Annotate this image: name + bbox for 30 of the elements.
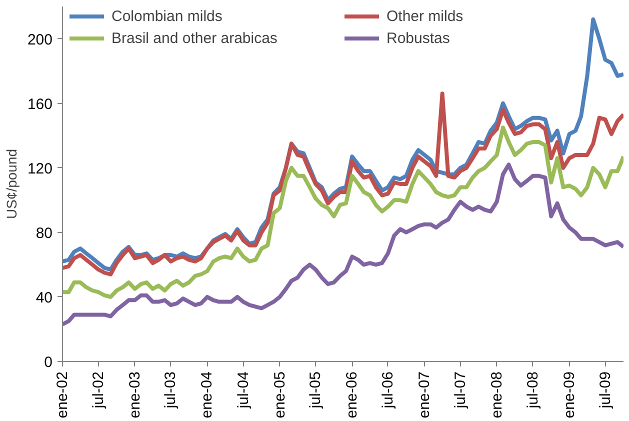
line-series bbox=[62, 92, 624, 276]
x-tick-label: jul-07 bbox=[452, 372, 469, 410]
y-axis-title: US¢/pound bbox=[3, 148, 20, 220]
line-series bbox=[62, 162, 624, 326]
x-tick-label: ene-03 bbox=[126, 371, 144, 418]
x-tick-label: jul-09 bbox=[596, 372, 614, 410]
y-tick-label: 0 bbox=[44, 354, 52, 371]
x-tick-label: ene-08 bbox=[488, 371, 506, 418]
legend-label: Other milds bbox=[386, 8, 464, 24]
x-tick-label: jul-03 bbox=[162, 372, 180, 410]
y-tick-label: 120 bbox=[27, 160, 53, 178]
legend-label: Brasil and other arabicas bbox=[112, 30, 278, 46]
x-tick-label: jul-08 bbox=[524, 372, 542, 410]
y-tick-label: 200 bbox=[27, 31, 53, 48]
y-tick-label: 160 bbox=[27, 96, 53, 113]
x-tick-label: ene-02 bbox=[54, 371, 71, 418]
y-tick-label: 80 bbox=[36, 224, 53, 242]
legend-label: Colombian milds bbox=[112, 8, 224, 24]
x-tick-label: jul-04 bbox=[234, 372, 252, 410]
x-tick-label: ene-04 bbox=[198, 371, 216, 418]
y-tick-label: 40 bbox=[36, 289, 53, 306]
x-tick-label: jul-05 bbox=[307, 372, 324, 410]
x-tick-label: ene-09 bbox=[560, 371, 578, 418]
x-tick-label: ene-07 bbox=[416, 371, 433, 418]
x-tick-label: jul-02 bbox=[90, 372, 107, 410]
x-tick-label: ene-06 bbox=[344, 371, 361, 418]
x-tick-label: ene-05 bbox=[271, 371, 288, 418]
legend-label: Robustas bbox=[386, 30, 451, 46]
line-series bbox=[62, 126, 624, 299]
x-tick-label: jul-06 bbox=[380, 372, 396, 410]
